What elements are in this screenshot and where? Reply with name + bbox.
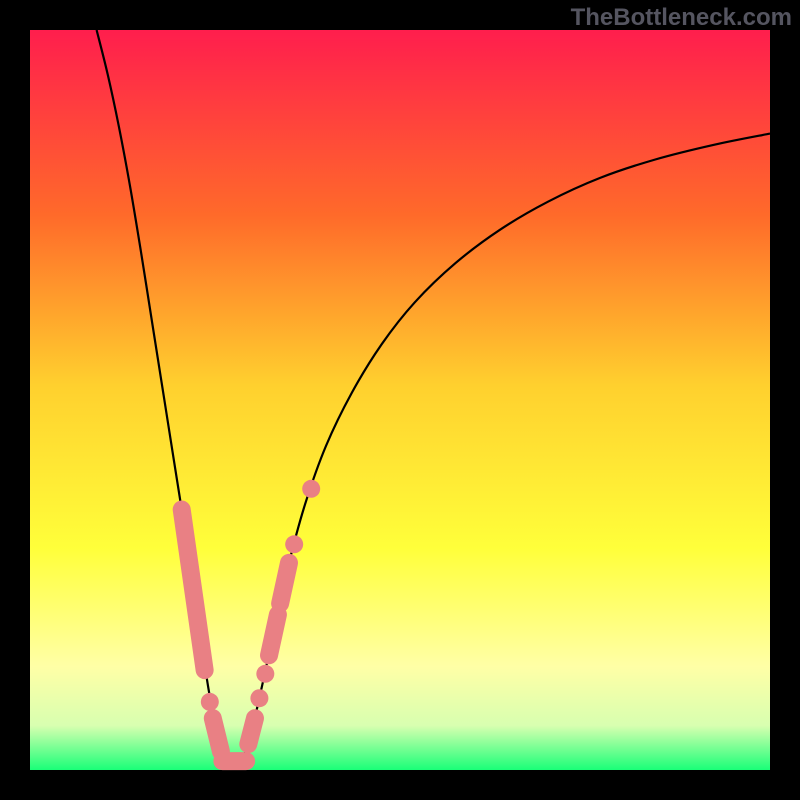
- bottleneck-chart: [0, 0, 800, 800]
- data-marker-pill: [269, 615, 278, 656]
- data-marker-dot: [285, 535, 303, 553]
- data-marker-dot: [256, 665, 274, 683]
- chart-canvas: TheBottleneck.com: [0, 0, 800, 800]
- data-marker-pill: [213, 718, 221, 751]
- data-marker-pill: [280, 563, 289, 604]
- plot-background: [30, 30, 770, 770]
- data-marker-dot: [302, 480, 320, 498]
- watermark-text: TheBottleneck.com: [571, 4, 792, 32]
- data-marker-pill: [248, 718, 255, 744]
- data-marker-dot: [250, 689, 268, 707]
- data-marker-dot: [201, 693, 219, 711]
